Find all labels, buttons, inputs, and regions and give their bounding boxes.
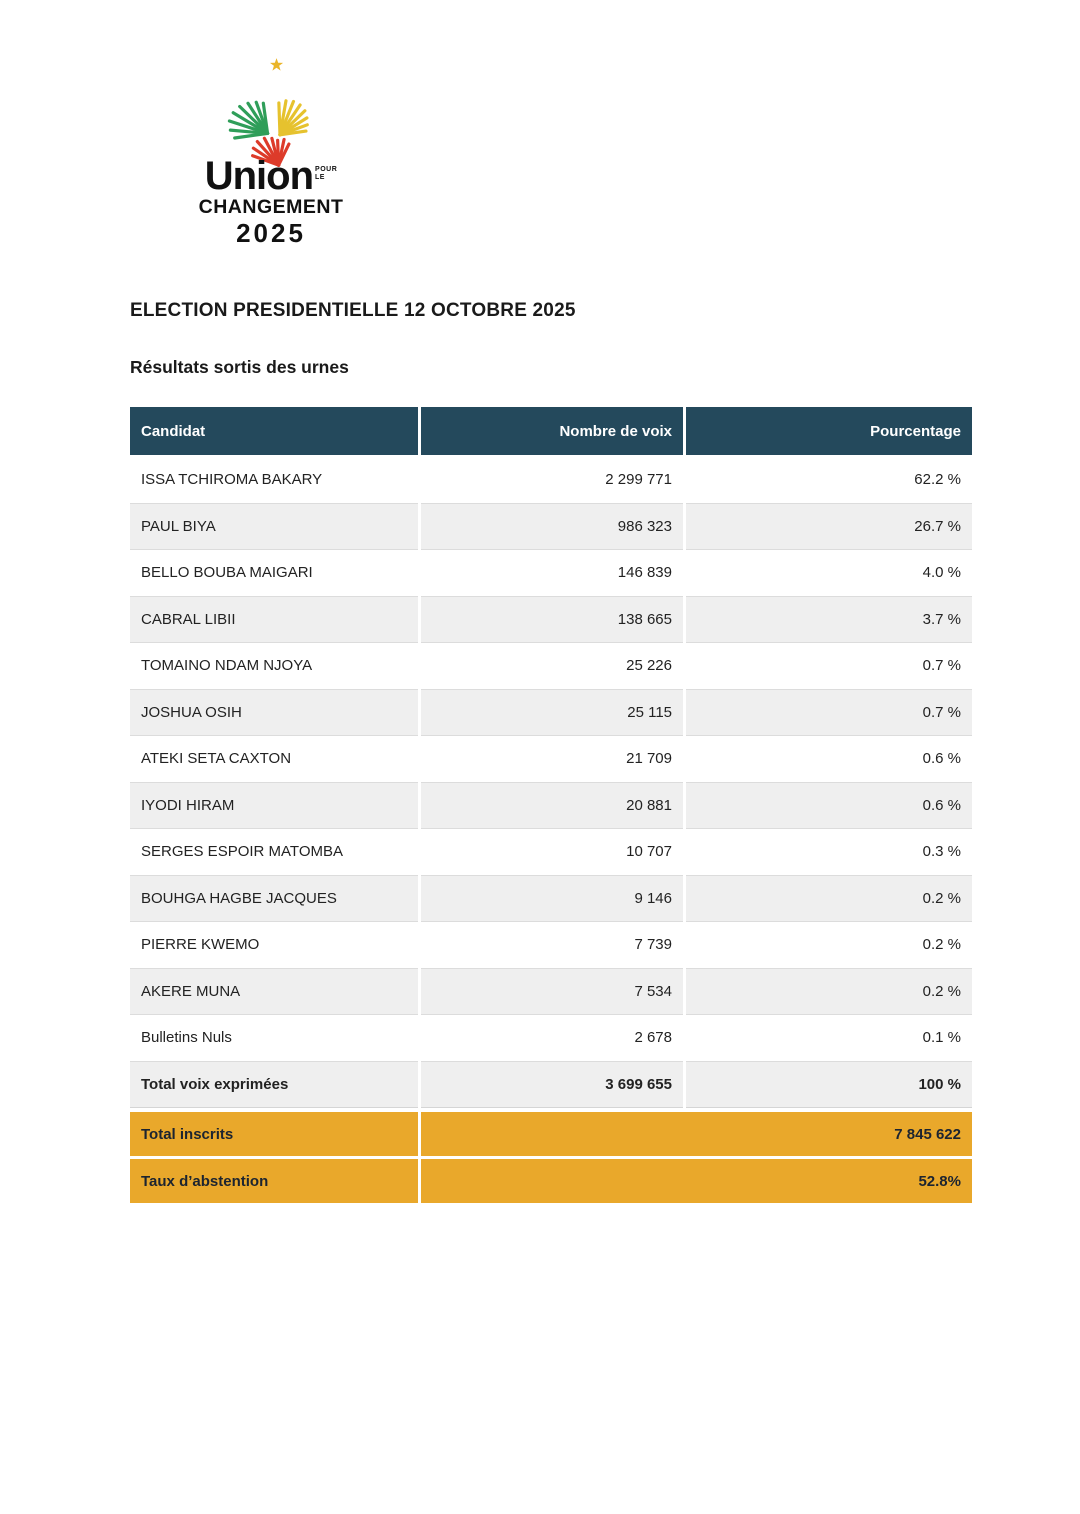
percentage-cell: 0.2 %: [686, 875, 972, 922]
percentage-cell: 0.3 %: [686, 829, 972, 876]
header-votes: Nombre de voix: [421, 407, 683, 455]
percentage-cell: 62.2 %: [686, 457, 972, 504]
candidate-cell: Bulletins Nuls: [130, 1015, 418, 1062]
candidate-cell: BELLO BOUBA MAIGARI: [130, 550, 418, 597]
candidate-cell: IYODI HIRAM: [130, 782, 418, 829]
candidate-cell: SERGES ESPOIR MATOMBA: [130, 829, 418, 876]
table-row: IYODI HIRAM 20 881 0.6 %: [130, 782, 972, 829]
fan-green: [227, 100, 270, 140]
total-votes-cell: 3 699 655: [421, 1061, 683, 1108]
candidate-cell: PAUL BIYA: [130, 503, 418, 550]
table-row: Bulletins Nuls 2 678 0.1 %: [130, 1015, 972, 1062]
table-row: ATEKI SETA CAXTON 21 709 0.6 %: [130, 736, 972, 783]
summary-row: Taux d’abstention 52.8%: [130, 1159, 972, 1203]
table-row: BELLO BOUBA MAIGARI 146 839 4.0 %: [130, 550, 972, 597]
percentage-cell: 4.0 %: [686, 550, 972, 597]
votes-cell: 21 709: [421, 736, 683, 783]
table-summary: Total inscrits 7 845 622 Taux d’abstention…: [130, 1112, 972, 1203]
page-subtitle: Résultats sortis des urnes: [130, 357, 349, 377]
percentage-cell: 0.2 %: [686, 922, 972, 969]
votes-cell: 138 665: [421, 596, 683, 643]
table-row: JOSHUA OSIH 25 115 0.7 %: [130, 689, 972, 736]
table-row: TOMAINO NDAM NJOYA 25 226 0.7 %: [130, 643, 972, 690]
total-row: Total voix exprimées 3 699 655 100 %: [130, 1061, 972, 1108]
percentage-cell: 0.7 %: [686, 643, 972, 690]
header-percentage: Pourcentage: [686, 407, 972, 455]
votes-cell: 10 707: [421, 829, 683, 876]
total-label-cell: Total voix exprimées: [130, 1061, 418, 1108]
ufc-logo: Union POUR LE CHANGEMENT 2025: [193, 56, 349, 246]
summary-row: Total inscrits 7 845 622: [130, 1112, 972, 1156]
summary-label-cell: Taux d’abstention: [130, 1159, 418, 1203]
candidate-cell: CABRAL LIBII: [130, 596, 418, 643]
fan-red: [251, 136, 291, 167]
percentage-cell: 26.7 %: [686, 503, 972, 550]
table-row: SERGES ESPOIR MATOMBA 10 707 0.3 %: [130, 829, 972, 876]
logo-union-text: Union: [204, 154, 314, 198]
results-table: Candidat Nombre de voix Pourcentage ISSA…: [130, 407, 972, 1206]
candidate-cell: ATEKI SETA CAXTON: [130, 736, 418, 783]
candidate-cell: BOUHGA HAGBE JACQUES: [130, 875, 418, 922]
header-candidate: Candidat: [130, 407, 418, 455]
votes-cell: 25 226: [421, 643, 683, 690]
table-row: PIERRE KWEMO 7 739 0.2 %: [130, 922, 972, 969]
summary-label-cell: Total inscrits: [130, 1112, 418, 1156]
star-icon: [269, 58, 284, 71]
candidate-cell: PIERRE KWEMO: [130, 922, 418, 969]
table-body: ISSA TCHIROMA BAKARY 2 299 771 62.2 % PAUL …: [130, 457, 972, 1108]
percentage-cell: 0.7 %: [686, 689, 972, 736]
candidate-cell: JOSHUA OSIH: [130, 689, 418, 736]
percentage-cell: 0.2 %: [686, 968, 972, 1015]
candidate-cell: ISSA TCHIROMA BAKARY: [130, 457, 418, 504]
candidate-cell: TOMAINO NDAM NJOYA: [130, 643, 418, 690]
votes-cell: 7 534: [421, 968, 683, 1015]
logo-changement-text: CHANGEMENT: [198, 196, 344, 218]
table-row: CABRAL LIBII 138 665 3.7 %: [130, 596, 972, 643]
logo-wordmark: Union POUR LE: [193, 156, 349, 196]
page-title: ELECTION PRESIDENTIELLE 12 OCTOBRE 2025: [130, 300, 576, 321]
table-row: PAUL BIYA 986 323 26.7 %: [130, 503, 972, 550]
votes-cell: 146 839: [421, 550, 683, 597]
ufc-fan-star-icon: [227, 58, 309, 167]
candidate-cell: AKERE MUNA: [130, 968, 418, 1015]
summary-value-cell: 52.8%: [421, 1159, 972, 1203]
logo-pour-le-text: POUR LE: [315, 166, 338, 182]
votes-cell: 20 881: [421, 782, 683, 829]
table-row: AKERE MUNA 7 534 0.2 %: [130, 968, 972, 1015]
fan-yellow: [277, 99, 309, 137]
votes-cell: 986 323: [421, 503, 683, 550]
logo-year-text: 2025: [236, 217, 306, 248]
percentage-cell: 0.6 %: [686, 736, 972, 783]
percentage-cell: 0.1 %: [686, 1015, 972, 1062]
votes-cell: 25 115: [421, 689, 683, 736]
votes-cell: 2 299 771: [421, 457, 683, 504]
percentage-cell: 0.6 %: [686, 782, 972, 829]
votes-cell: 7 739: [421, 922, 683, 969]
table-row: BOUHGA HAGBE JACQUES 9 146 0.2 %: [130, 875, 972, 922]
table-header-row: Candidat Nombre de voix Pourcentage: [130, 407, 972, 455]
total-percentage-cell: 100 %: [686, 1061, 972, 1108]
percentage-cell: 3.7 %: [686, 596, 972, 643]
table-row: ISSA TCHIROMA BAKARY 2 299 771 62.2 %: [130, 457, 972, 504]
summary-value-cell: 7 845 622: [421, 1112, 972, 1156]
votes-cell: 2 678: [421, 1015, 683, 1062]
votes-cell: 9 146: [421, 875, 683, 922]
